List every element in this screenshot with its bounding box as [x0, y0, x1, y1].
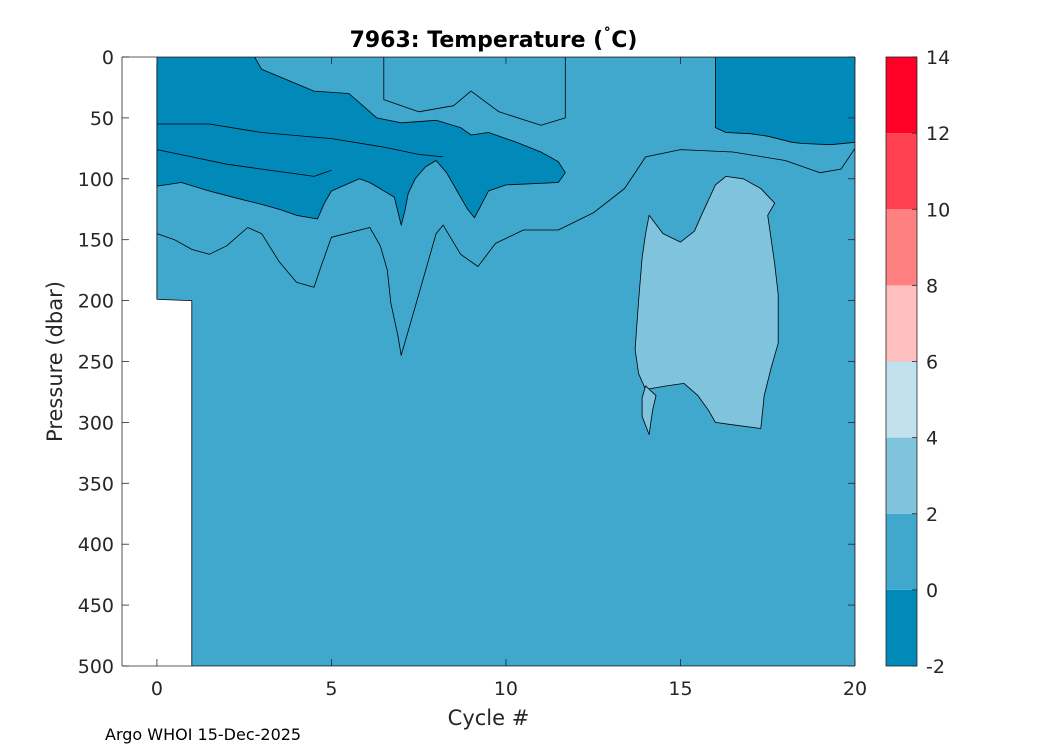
contour-mid-left-boundary [156, 149, 332, 177]
x-tick-label: 20 [843, 678, 867, 700]
colorbar-segment [886, 285, 917, 362]
region-warm-small-patch [641, 385, 657, 436]
contour-deep-boundary [156, 148, 855, 356]
chart-title-suffix: C) [611, 28, 637, 53]
y-tick-label: 150 [78, 230, 114, 252]
contour-layer [156, 57, 855, 666]
x-tick-label: 5 [325, 678, 337, 700]
x-tick-label: 10 [494, 678, 518, 700]
colorbar-segment [886, 57, 917, 134]
chart-title-prefix: 7963: Temperature ( [350, 28, 604, 53]
y-tick-label: 50 [90, 108, 114, 130]
y-tick-label: 500 [78, 656, 114, 678]
region-cold-upper-band [156, 57, 566, 226]
colorbar-tick-label: 0 [926, 580, 938, 602]
colorbar-tick-label: 6 [926, 352, 938, 374]
y-tick-label: 350 [78, 473, 114, 495]
colorbar-tick-label: 4 [926, 428, 938, 450]
region-warm-mid-lobe [634, 175, 779, 429]
x-tick-label: 0 [151, 678, 163, 700]
colorbar-tick-label: 14 [926, 47, 950, 69]
colorbar-segment [886, 513, 917, 590]
y-tick-label: 250 [78, 352, 114, 374]
y-tick-label: 0 [102, 47, 114, 69]
chart-title: 7963: Temperature (˚C) [350, 26, 638, 53]
region-background-0-to-2C [156, 57, 855, 666]
x-tick-label: 15 [668, 678, 692, 700]
colorbar-segment [886, 361, 917, 438]
y-tick-label: 450 [78, 595, 114, 617]
y-tick-label: 100 [78, 169, 114, 191]
chart-title-degree: ˚ [603, 26, 611, 45]
colorbar-segment [886, 133, 917, 210]
colorbar-segment [886, 437, 917, 514]
colorbar-segment [886, 589, 917, 666]
colorbar-tick-label: 2 [926, 504, 938, 526]
colorbar-tick-label: 10 [926, 199, 950, 221]
colorbar-tick-label: -2 [926, 656, 945, 678]
colorbar-tick-label: 12 [926, 123, 950, 145]
y-tick-label: 400 [78, 534, 114, 556]
footer-text: Argo WHOI 15-Dec-2025 [105, 725, 302, 744]
colorbar-segment [886, 209, 917, 286]
y-tick-label: 200 [78, 291, 114, 313]
x-axis-label: Cycle # [448, 706, 530, 730]
contour-upper-right-boundary [383, 57, 566, 126]
contour-upper-left-boundary [156, 123, 444, 158]
colorbar-tick-label: 8 [926, 275, 938, 297]
y-axis-label: Pressure (dbar) [43, 281, 67, 442]
region-cold-upper-right [715, 57, 855, 146]
y-tick-label: 300 [78, 412, 114, 434]
